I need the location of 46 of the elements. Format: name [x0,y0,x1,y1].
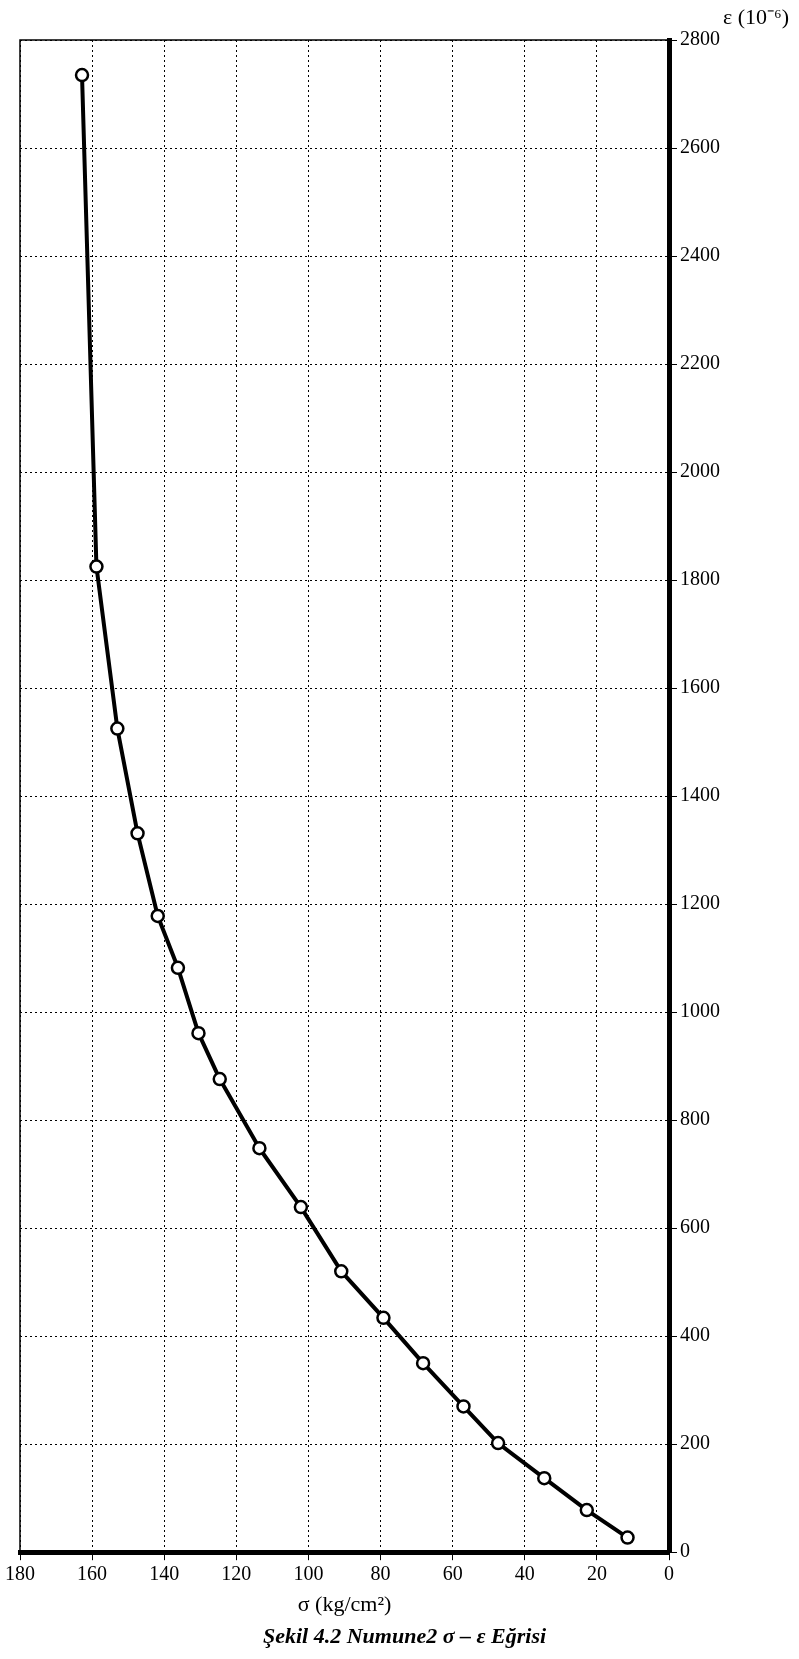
point [170,960,186,976]
x-tick-label: 160 [77,1562,108,1585]
y-tick-label: 2600 [680,135,720,158]
x-tick-label: 120 [221,1562,252,1585]
point [191,1025,206,1041]
y-tick-label: 1200 [680,891,720,914]
y-axis-title: ε (10⁻⁶) [722,3,789,29]
y-tick-label: 600 [680,1215,710,1238]
point [110,721,125,736]
x-tick-label: 180 [5,1562,35,1585]
point [376,1310,391,1326]
text: Şekil 4.2 Numune2 σ – ε Eğrisi [262,1623,547,1649]
x-tick-label: 0 [664,1562,674,1585]
point [89,559,104,574]
x-tick-label: 140 [149,1562,180,1585]
x-tick-label: 20 [586,1562,607,1585]
y-tick-label: 1400 [680,783,720,806]
point [334,1264,349,1279]
point [579,1502,595,1518]
y-tick-label: 400 [680,1323,710,1346]
point [456,1399,471,1414]
x-tick-label: 60 [442,1562,463,1585]
y-tick-label: 0 [680,1539,690,1562]
point [130,826,145,841]
point [74,67,90,83]
y-tick-label: 1600 [680,675,720,698]
point [252,1140,267,1156]
y-tick-label: 1000 [680,999,720,1022]
y-tick-label: 2800 [680,27,720,50]
y-tick-label: 800 [680,1107,710,1130]
point [212,1071,227,1087]
point [415,1355,431,1371]
point [150,908,165,924]
y-tick-label: 1800 [680,567,720,590]
x-axis-title: σ (kg/cm²) [297,1591,392,1617]
y-tick-label: 2400 [680,243,720,266]
y-tick-label: 2000 [680,459,720,482]
point [620,1530,635,1545]
x-tick-label: 80 [370,1562,391,1585]
point [537,1470,552,1486]
y-tick-label: 2200 [680,351,720,374]
y-tick-label: 200 [680,1431,710,1454]
point [490,1435,506,1451]
x-tick-label: 40 [514,1562,535,1585]
x-tick-label: 100 [293,1562,324,1585]
point [293,1199,309,1215]
